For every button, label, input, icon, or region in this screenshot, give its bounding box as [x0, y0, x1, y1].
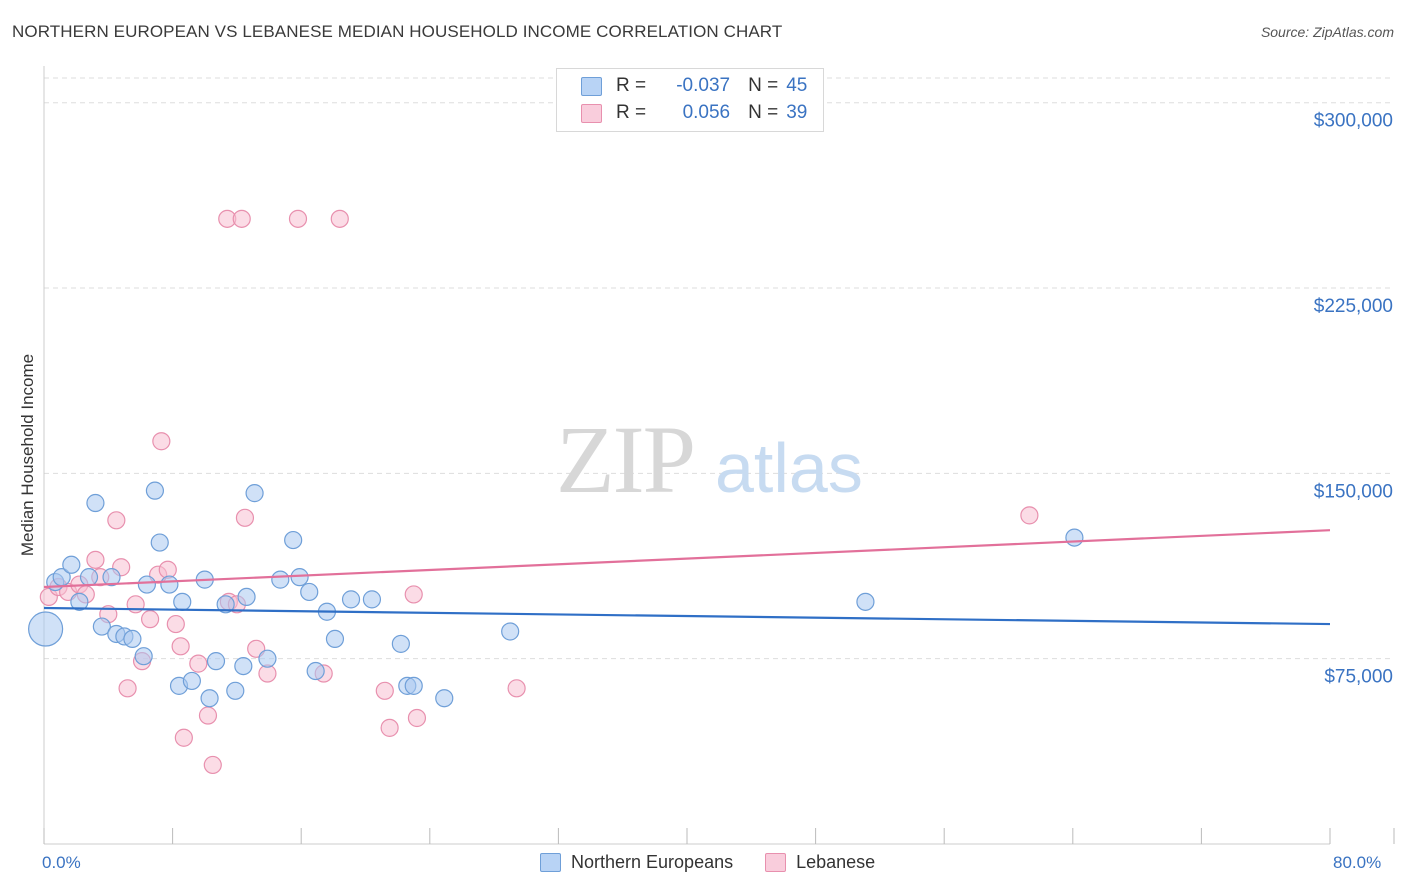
point-northern-european [216, 595, 235, 614]
point-northern-european [79, 568, 99, 587]
point-northern-european [325, 629, 345, 649]
gridlines [44, 77, 1394, 660]
chart-source: Source: ZipAtlas.com [1260, 24, 1394, 40]
trend-lines [43, 529, 1331, 626]
legend-n-value: 39 [786, 102, 808, 123]
point-northern-european [435, 689, 454, 708]
point-lebanese [118, 679, 137, 698]
point-northern-european [123, 629, 142, 649]
series-legend: Northern Europeans Lebanese [540, 852, 907, 873]
point-lebanese [203, 755, 222, 775]
point-northern-european [206, 652, 226, 671]
watermark-zip: ZIP [556, 406, 694, 513]
legend-item-northern-europeans[interactable]: Northern Europeans [540, 852, 733, 873]
point-northern-european [290, 568, 309, 587]
point-northern-european [362, 590, 382, 609]
legend-r-value: 0.056 [682, 102, 731, 123]
point-northern-european [86, 493, 105, 513]
x-tick-label-max: 80.0% [1333, 853, 1382, 872]
x-tick-label-min: 0.0% [42, 853, 81, 872]
legend-row-northern-europeans: R = -0.037 N = 45 [581, 73, 807, 99]
point-northern-european [62, 555, 81, 574]
y-tick-label: $150,000 [1314, 481, 1393, 502]
watermark-atlas: atlas [715, 429, 863, 507]
point-lebanese [330, 209, 349, 228]
trend-line-lebanese [43, 529, 1331, 589]
point-northern-european [1065, 528, 1084, 547]
point-northern-european [271, 570, 290, 589]
point-lebanese [107, 511, 126, 530]
chart-title: NORTHERN EUROPEAN VS LEBANESE MEDIAN HOU… [12, 22, 783, 41]
point-lebanese [198, 706, 218, 725]
point-northern-european [237, 587, 256, 607]
legend-swatch-blue [581, 76, 602, 96]
watermark: ZIP atlas [556, 406, 863, 513]
point-northern-european [102, 568, 121, 587]
legend-n-label: N = [748, 75, 779, 96]
point-northern-european [137, 575, 156, 594]
point-lebanese [232, 209, 251, 228]
point-northern-european [245, 484, 264, 503]
point-lebanese [171, 637, 190, 656]
legend-item-lebanese[interactable]: Lebanese [765, 852, 875, 873]
point-northern-european [404, 676, 423, 695]
axes [43, 66, 1395, 845]
trend-line-northern-europeans [43, 606, 1331, 626]
point-northern-european [258, 649, 277, 668]
point-lebanese [288, 209, 308, 228]
legend-n-label: N = [748, 102, 779, 123]
point-lebanese [152, 432, 171, 451]
y-tick-labels: $75,000 $150,000 $225,000 $300,000 [1314, 111, 1393, 688]
point-lebanese [507, 679, 526, 698]
legend-swatch-pink [581, 103, 602, 123]
point-lebanese [174, 728, 193, 747]
legend-label-lebanese: Lebanese [796, 852, 876, 872]
point-northern-european [150, 533, 169, 552]
point-lebanese [166, 614, 185, 634]
point-northern-european [134, 647, 153, 666]
point-lebanese [235, 508, 255, 527]
y-axis-label: Median Household Income [18, 353, 37, 557]
correlation-legend: R = -0.037 N = 45 R = 0.056 N = 39 [556, 68, 824, 132]
point-northern-european [391, 634, 410, 653]
legend-r-value: -0.037 [676, 75, 731, 96]
legend-swatch-pink [765, 853, 787, 872]
legend-r-label: R = [616, 102, 647, 123]
data-points [28, 209, 1084, 775]
point-lebanese [407, 708, 427, 728]
y-tick-label: $75,000 [1324, 667, 1393, 688]
point-northern-european [856, 592, 875, 611]
point-lebanese [404, 585, 423, 604]
point-lebanese [1020, 506, 1039, 525]
point-northern-european [92, 617, 111, 636]
point-northern-european [501, 622, 520, 641]
legend-r-label: R = [616, 75, 647, 96]
point-northern-european [160, 575, 179, 594]
point-lebanese [380, 718, 399, 737]
legend-swatch-blue [540, 853, 561, 872]
y-tick-label: $300,000 [1314, 111, 1393, 132]
point-northern-european [226, 681, 245, 700]
point-northern-european [182, 671, 201, 691]
point-northern-european [200, 689, 219, 708]
point-northern-european [300, 582, 319, 602]
y-tick-label: $225,000 [1314, 296, 1393, 317]
legend-label-northern-europeans: Northern Europeans [571, 852, 734, 872]
point-lebanese [375, 681, 394, 700]
legend-row-lebanese: R = 0.056 N = 39 [581, 100, 807, 126]
point-northern-european [341, 590, 361, 609]
point-northern-european [173, 592, 192, 611]
point-lebanese [189, 654, 208, 673]
point-northern-european [70, 592, 89, 611]
legend-n-value: 45 [786, 75, 808, 96]
point-northern-european [234, 656, 253, 676]
point-lebanese [140, 610, 160, 629]
point-northern-european [28, 611, 64, 647]
point-lebanese [86, 550, 105, 569]
point-northern-european [306, 661, 325, 681]
point-northern-european [284, 530, 303, 550]
point-northern-european [145, 481, 165, 500]
